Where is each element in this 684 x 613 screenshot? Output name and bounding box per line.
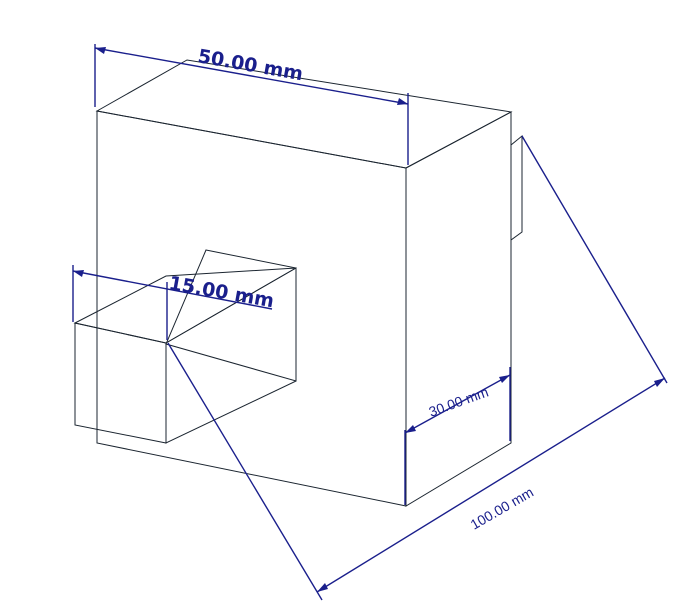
peg-block[interactable] (73, 249, 297, 444)
dim-top-label: 50.00 mm (196, 45, 305, 85)
dim-diag-arrow-b (654, 378, 665, 387)
dimension-side-depth[interactable]: 30.00 mm (404, 367, 511, 505)
dimension-top-width[interactable]: 50.00 mm (94, 44, 409, 165)
dim-diag-line (316, 377, 666, 593)
peg-front-face (74, 322, 167, 444)
dim-side-label: 30.00 mm (427, 383, 491, 419)
dim-peg-line (72, 270, 273, 310)
dim-side-arrow-left (405, 425, 416, 433)
dim-peg-arrow-left (73, 270, 84, 277)
dim-side-arrow-right (499, 375, 510, 383)
dimension-diagonal-length[interactable]: 100.00 mm (167, 135, 668, 601)
dim-diag-extension-a (167, 342, 323, 601)
dim-peg-label: 15.00 mm (167, 272, 276, 312)
main-block-top-face (95, 59, 513, 169)
main-block[interactable] (95, 59, 513, 507)
dim-top-arrow-left (95, 47, 106, 54)
dim-top-line (94, 47, 409, 105)
dim-diag-label: 100.00 mm (468, 484, 537, 533)
dim-top-arrow-right (397, 98, 408, 105)
dim-diag-extension-b (521, 135, 668, 384)
dim-diag-arrow-a (317, 583, 328, 592)
dim-side-line (404, 374, 511, 434)
back-tab-face (510, 134, 523, 241)
main-block-side-face (405, 111, 512, 507)
back-tab[interactable] (510, 134, 523, 241)
